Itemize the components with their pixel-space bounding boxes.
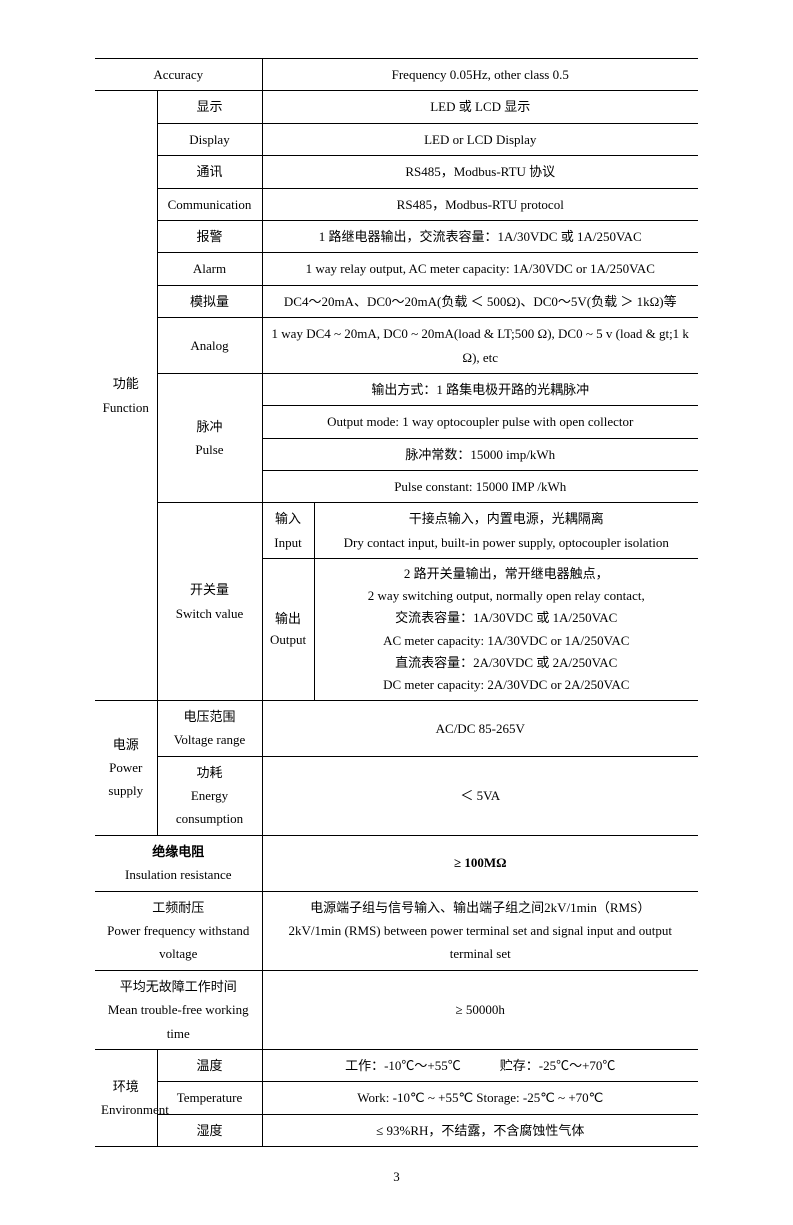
energy-value: ＜ 5VA <box>262 756 698 835</box>
insulation-value: ≥ 100MΩ <box>262 835 698 891</box>
display-label-cn: 显示 <box>157 91 262 123</box>
analog-label-en: Analog <box>157 318 262 374</box>
humidity-label: 湿度 <box>157 1114 262 1146</box>
specification-table: Accuracy Frequency 0.05Hz, other class 0… <box>95 58 698 1147</box>
temp-label-cn: 温度 <box>157 1049 262 1081</box>
temp-value-cn: 工作：-10℃～+55℃ 贮存：-25℃～+70℃ <box>262 1049 698 1081</box>
accuracy-value: Frequency 0.05Hz, other class 0.5 <box>262 59 698 91</box>
temp-value-en: Work: -10℃ ~ +55℃ Storage: -25℃ ~ +70℃ <box>262 1082 698 1114</box>
switch-input-label: 输入 Input <box>262 503 314 559</box>
pulse-line2: Output mode: 1 way optocoupler pulse wit… <box>262 406 698 438</box>
pulse-label: 脉冲 Pulse <box>157 373 262 503</box>
mtbf-label: 平均无故障工作时间 Mean trouble-free working time <box>95 970 262 1049</box>
alarm-label-en: Alarm <box>157 253 262 285</box>
vrange-value: AC/DC 85-265V <box>262 700 698 756</box>
insulation-label: 绝缘电阻 Insulation resistance <box>95 835 262 891</box>
comm-value-en: RS485，Modbus-RTU protocol <box>262 188 698 220</box>
temp-label-en: Temperature <box>157 1082 262 1114</box>
alarm-value-en: 1 way relay output, AC meter capacity: 1… <box>262 253 698 285</box>
display-value-en: LED or LCD Display <box>262 123 698 155</box>
humidity-value: ≤ 93%RH，不结露，不含腐蚀性气体 <box>262 1114 698 1146</box>
pulse-line1: 输出方式：1 路集电极开路的光耦脉冲 <box>262 373 698 405</box>
pfw-value: 电源端子组与信号输入、输出端子组之间2kV/1min（RMS） 2kV/1min… <box>262 891 698 970</box>
page-number: 3 <box>95 1169 698 1185</box>
comm-label-cn: 通讯 <box>157 156 262 188</box>
switch-input-value: 干接点输入，内置电源，光耦隔离 Dry contact input, built… <box>314 503 698 559</box>
comm-value-cn: RS485，Modbus-RTU 协议 <box>262 156 698 188</box>
accuracy-label: Accuracy <box>95 59 262 91</box>
switch-output-value: 2 路开关量输出，常开继电器触点， 2 way switching output… <box>314 559 698 701</box>
comm-label-en: Communication <box>157 188 262 220</box>
analog-value-en: 1 way DC4 ~ 20mA, DC0 ~ 20mA(load & LT;5… <box>262 318 698 374</box>
vrange-label: 电压范围 Voltage range <box>157 700 262 756</box>
alarm-label-cn: 报警 <box>157 220 262 252</box>
alarm-value-cn: 1 路继电器输出，交流表容量：1A/30VDC 或 1A/250VAC <box>262 220 698 252</box>
analog-value-cn: DC4～20mA、DC0～20mA(负载 ＜ 500Ω)、DC0～5V(负载 ＞… <box>262 285 698 317</box>
document-page: Accuracy Frequency 0.05Hz, other class 0… <box>0 0 793 1225</box>
energy-label: 功耗 Energy consumption <box>157 756 262 835</box>
mtbf-value: ≥ 50000h <box>262 970 698 1049</box>
switch-label: 开关量 Switch value <box>157 503 262 700</box>
pulse-line4: Pulse constant: 15000 IMP /kWh <box>262 471 698 503</box>
env-label: 环境 Environment <box>95 1049 157 1146</box>
switch-output-label: 输出 Output <box>262 559 314 701</box>
analog-label-cn: 模拟量 <box>157 285 262 317</box>
power-label: 电源 Power supply <box>95 700 157 835</box>
display-value-cn: LED 或 LCD 显示 <box>262 91 698 123</box>
function-label: 功能 Function <box>95 91 157 700</box>
display-label-en: Display <box>157 123 262 155</box>
pulse-line3: 脉冲常数：15000 imp/kWh <box>262 438 698 470</box>
pfw-label: 工频耐压 Power frequency withstand voltage <box>95 891 262 970</box>
